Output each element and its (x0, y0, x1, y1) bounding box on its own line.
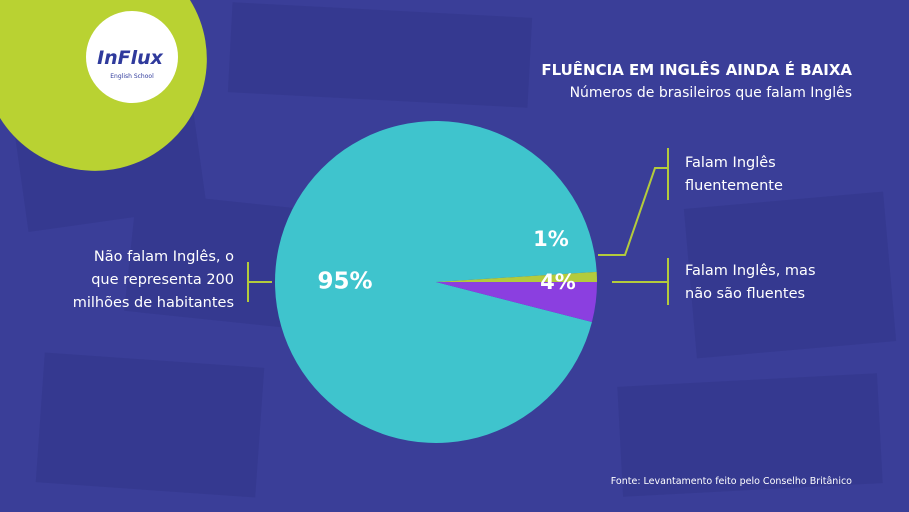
category-label: Não falam Inglês, o que representa 200 m… (72, 249, 234, 311)
pie-slice (275, 121, 597, 444)
leader-lines (247, 148, 669, 305)
category-label: Falam Inglês, mas não são fluentes (685, 263, 816, 302)
logo-name: InFlux (97, 47, 164, 69)
logo-tagline: English School (110, 73, 154, 80)
source-note: Fonte: Levantamento feito pelo Conselho … (611, 476, 852, 487)
chart-title: FLUÊNCIA EM INGLÊS AINDA É BAIXA (541, 60, 852, 79)
value-label: 4% (540, 270, 576, 294)
background-flags (13, 2, 897, 498)
value-label: 1% (533, 227, 569, 251)
pie-slice (436, 282, 597, 323)
logo-badge (86, 11, 178, 103)
value-label: 95% (317, 269, 372, 295)
category-label: Falam Inglês fluentemente (685, 155, 783, 194)
pie-slice (436, 271, 597, 282)
chart-subtitle: Números de brasileiros que falam Inglês (570, 85, 852, 101)
